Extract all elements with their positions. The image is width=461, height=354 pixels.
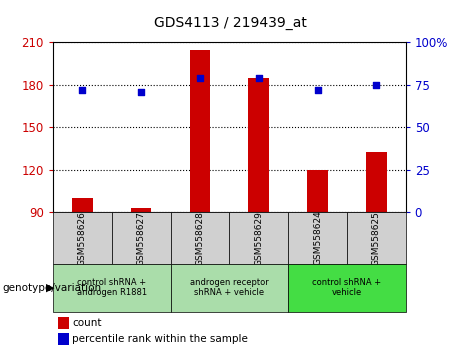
Text: control shRNA +
vehicle: control shRNA + vehicle — [313, 278, 381, 297]
Text: GDS4113 / 219439_at: GDS4113 / 219439_at — [154, 16, 307, 30]
Point — [196, 75, 204, 81]
Bar — [288, 264, 406, 312]
Bar — [171, 264, 288, 312]
Point — [255, 75, 262, 81]
Bar — [366, 152, 387, 212]
Text: GSM558628: GSM558628 — [195, 211, 205, 266]
Text: genotype/variation: genotype/variation — [2, 282, 101, 293]
Text: GSM558624: GSM558624 — [313, 211, 322, 266]
Text: GSM558626: GSM558626 — [78, 211, 87, 266]
Bar — [53, 264, 171, 312]
Text: GSM558625: GSM558625 — [372, 211, 381, 266]
Text: percentile rank within the sample: percentile rank within the sample — [72, 334, 248, 344]
Bar — [72, 198, 93, 212]
Bar — [189, 50, 210, 212]
Text: androgen receptor
shRNA + vehicle: androgen receptor shRNA + vehicle — [190, 278, 269, 297]
Point — [314, 87, 321, 93]
Bar — [112, 212, 171, 264]
Point — [137, 89, 145, 95]
Bar — [347, 212, 406, 264]
Text: control shRNA +
androgen R1881: control shRNA + androgen R1881 — [77, 278, 147, 297]
Text: GSM558629: GSM558629 — [254, 211, 263, 266]
Text: GSM558627: GSM558627 — [136, 211, 146, 266]
Bar — [288, 212, 347, 264]
Point — [79, 87, 86, 93]
Bar — [307, 170, 328, 212]
Point — [372, 82, 380, 88]
Bar — [171, 212, 230, 264]
Bar — [53, 212, 112, 264]
Text: ▶: ▶ — [46, 282, 54, 293]
Bar — [248, 78, 269, 212]
Text: count: count — [72, 318, 102, 328]
Bar — [131, 208, 152, 212]
Bar — [229, 212, 288, 264]
